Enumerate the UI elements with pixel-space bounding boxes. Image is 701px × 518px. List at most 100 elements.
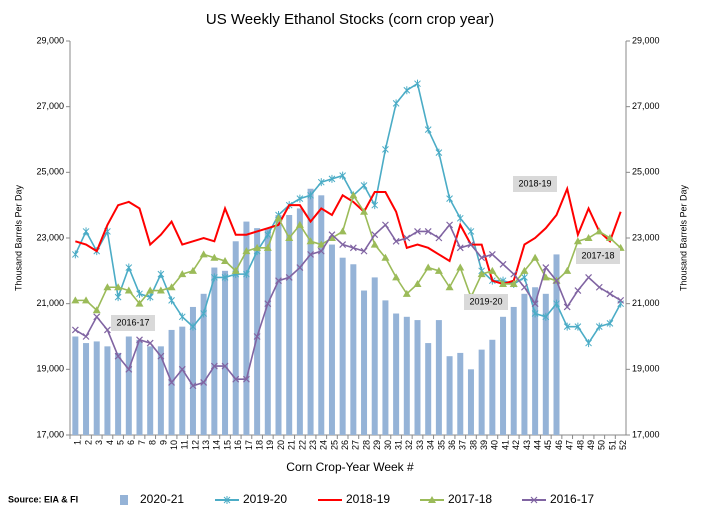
marker xyxy=(563,322,571,331)
marker xyxy=(520,266,529,274)
x-tick-label: 20 xyxy=(276,440,286,450)
marker xyxy=(328,231,336,239)
marker xyxy=(499,279,508,287)
marker xyxy=(563,303,571,311)
x-tick-label: 48 xyxy=(575,440,585,450)
annotation: 2019-20 xyxy=(469,296,502,306)
marker xyxy=(413,279,422,287)
bar xyxy=(115,352,122,435)
marker xyxy=(414,228,421,235)
bar xyxy=(104,346,111,435)
bar xyxy=(414,320,421,435)
marker xyxy=(71,250,79,259)
x-tick-label: 51 xyxy=(607,440,617,450)
x-tick-label: 33 xyxy=(415,440,425,450)
marker xyxy=(285,273,293,281)
x-tick-label: 5 xyxy=(115,440,125,445)
marker xyxy=(531,309,539,318)
legend-swatch xyxy=(120,495,128,505)
x-tick-label: 16 xyxy=(233,440,243,450)
y2-tick-label: 19,000 xyxy=(632,364,660,374)
marker xyxy=(392,99,400,108)
marker xyxy=(135,299,144,307)
bar xyxy=(136,339,143,435)
marker xyxy=(136,336,143,344)
x-tick-label: 6 xyxy=(126,440,136,445)
bar xyxy=(243,221,250,435)
marker xyxy=(456,244,464,252)
x-tick-label: 43 xyxy=(522,440,532,450)
marker xyxy=(530,496,538,504)
marker xyxy=(93,313,101,321)
chart-title: US Weekly Ethanol Stocks (corn crop year… xyxy=(206,11,494,28)
bar xyxy=(425,343,432,435)
x-tick-label: 17 xyxy=(244,440,254,450)
y2-tick-label: 29,000 xyxy=(632,35,660,45)
bar xyxy=(532,287,539,435)
x-tick-label: 28 xyxy=(361,440,371,450)
marker xyxy=(595,322,603,331)
x-tick-label: 27 xyxy=(351,440,361,450)
marker xyxy=(371,231,379,239)
marker xyxy=(574,287,582,294)
marker xyxy=(574,322,582,331)
marker xyxy=(317,247,325,255)
bar xyxy=(361,290,368,435)
marker xyxy=(456,214,464,223)
marker xyxy=(296,264,304,271)
marker xyxy=(231,266,240,274)
marker xyxy=(168,379,176,386)
x-tick-label: 29 xyxy=(372,440,382,450)
legend-label: 2020-21 xyxy=(140,492,184,506)
bar xyxy=(318,195,325,435)
marker xyxy=(360,181,368,190)
marker xyxy=(606,319,614,328)
line xyxy=(75,185,622,286)
bar xyxy=(478,349,485,435)
x-tick-label: 1 xyxy=(73,440,83,445)
bar xyxy=(500,316,507,435)
x-tick-label: 41 xyxy=(500,440,510,450)
marker xyxy=(339,241,347,248)
marker xyxy=(403,86,411,95)
x-tick-label: 26 xyxy=(340,440,350,450)
marker xyxy=(71,296,80,304)
marker xyxy=(103,326,111,334)
marker xyxy=(414,79,421,88)
marker xyxy=(349,191,358,199)
legend-label: 2017-18 xyxy=(448,492,492,506)
y2-axis-label: Thousand Barrels Per Day xyxy=(678,184,688,291)
bar xyxy=(83,343,90,435)
line xyxy=(75,193,622,312)
marker xyxy=(360,207,369,215)
marker xyxy=(221,362,229,370)
bar xyxy=(157,346,164,435)
marker xyxy=(306,237,315,245)
marker xyxy=(424,228,432,235)
line xyxy=(74,223,622,387)
bar xyxy=(189,306,196,435)
x-tick-label: 49 xyxy=(586,440,596,450)
marker xyxy=(531,300,539,308)
annotation-box xyxy=(513,176,557,192)
bar xyxy=(542,293,549,435)
x-tick-label: 14 xyxy=(212,440,222,450)
marker xyxy=(584,234,593,241)
marker xyxy=(146,293,154,302)
x-tick-label: 40 xyxy=(490,440,500,450)
bar xyxy=(382,300,389,435)
legend-label: 2016-17 xyxy=(550,492,594,506)
bar xyxy=(371,277,378,435)
x-tick-label: 15 xyxy=(222,440,232,450)
bar xyxy=(446,356,453,435)
x-tick-label: 52 xyxy=(618,440,628,450)
x-tick-label: 30 xyxy=(383,440,393,450)
marker xyxy=(210,362,218,370)
x-tick-label: 23 xyxy=(308,440,318,450)
marker xyxy=(360,247,368,255)
annotation-box xyxy=(576,248,620,264)
marker xyxy=(370,240,379,248)
bar xyxy=(93,341,100,435)
x-tick-label: 2 xyxy=(83,440,93,445)
marker xyxy=(200,379,208,386)
